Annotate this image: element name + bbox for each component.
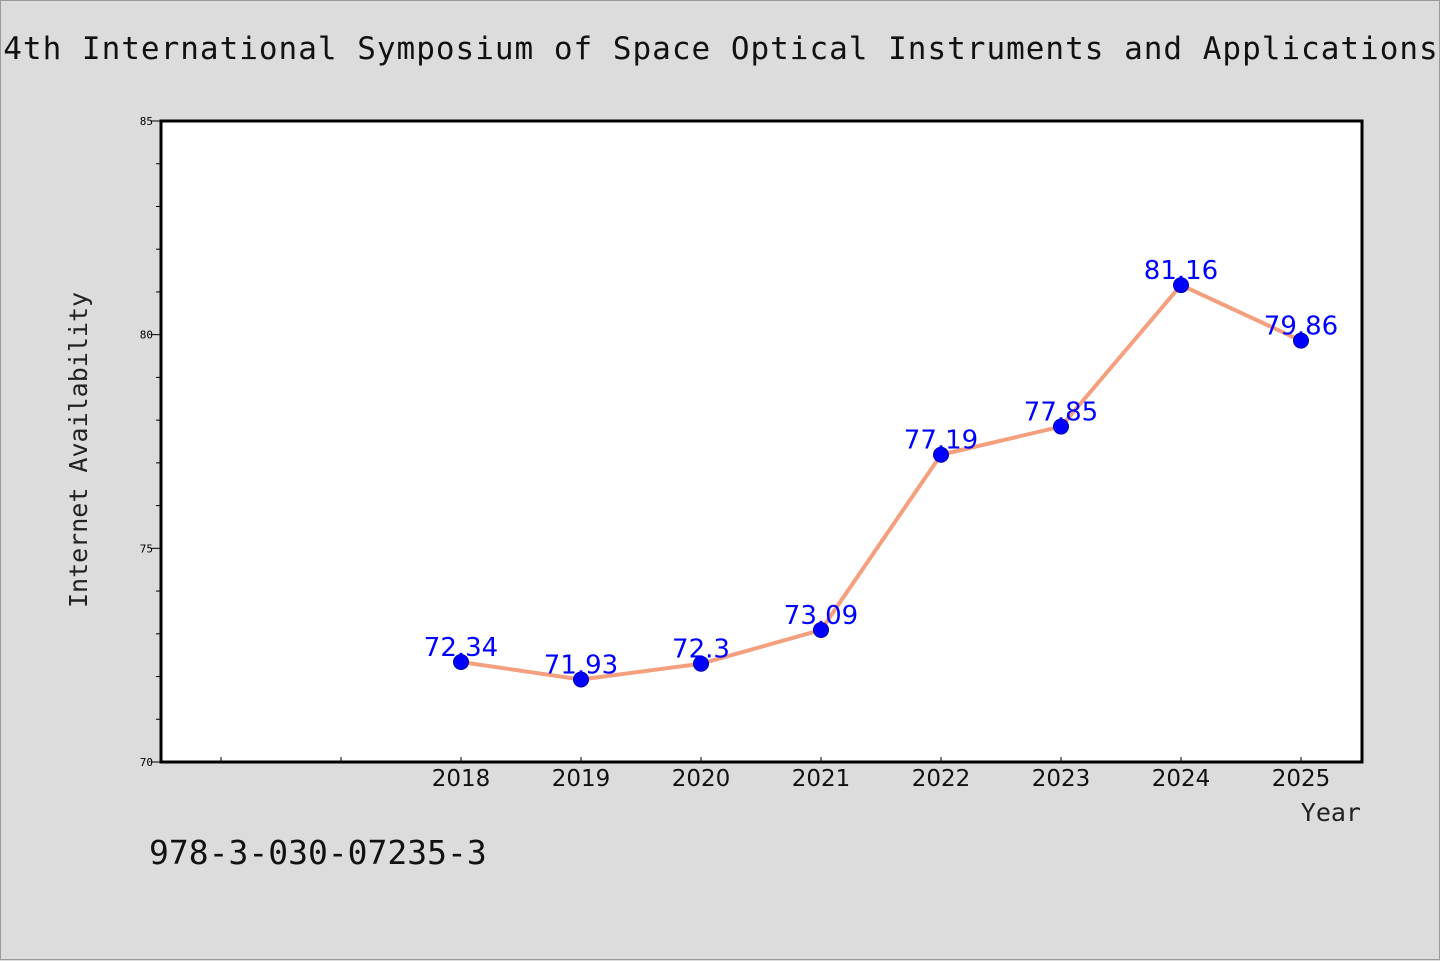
y-tick-label: 75: [140, 542, 153, 555]
series-line: [460, 283, 1302, 682]
data-point: [453, 654, 469, 671]
x-axis-label: Year: [1301, 798, 1361, 827]
y-axis-ticks: 70 75 80 85: [140, 115, 161, 769]
x-tick-label: 2024: [1152, 766, 1211, 792]
data-point: [1173, 277, 1189, 294]
y-tick-label: 85: [140, 115, 153, 128]
x-tick-label: 2018: [432, 766, 491, 792]
data-point: [1053, 418, 1069, 435]
x-tick-label: 2019: [552, 766, 611, 792]
y-tick-label: 70: [140, 756, 153, 769]
data-label: 72.3: [672, 635, 730, 665]
data-label: 73.09: [784, 601, 858, 631]
data-label: 79.86: [1264, 312, 1338, 342]
isbn-text: 978-3-030-07235-3: [149, 833, 487, 872]
data-label: 77.19: [904, 426, 978, 456]
data-point: [693, 655, 709, 672]
data-point: [933, 446, 949, 463]
data-label: 71.93: [544, 651, 618, 681]
data-label: 81.16: [1144, 256, 1218, 286]
x-tick-label: 2020: [672, 766, 731, 792]
x-axis-ticks: 2018 2019 2020 2021 2022 2023 2024 2025: [220, 757, 1331, 792]
data-label: 77.85: [1024, 398, 1098, 428]
data-point: [813, 621, 829, 638]
data-label: 72.34: [424, 633, 498, 663]
x-tick-label: 2022: [912, 766, 971, 792]
data-point: [1293, 332, 1309, 349]
y-axis-label: Internet Availability: [64, 292, 93, 608]
x-tick-label: 2025: [1272, 766, 1331, 792]
chart-title: 4th International Symposium of Space Opt…: [3, 31, 1439, 67]
y-tick-label: 80: [140, 329, 153, 342]
series-group: 72.34 71.93 72.3 73.09 77.19 77.85 81.16 79.86: [424, 256, 1338, 688]
plot-area: [159, 119, 1364, 764]
x-tick-label: 2021: [792, 766, 851, 792]
data-point: [573, 671, 589, 688]
x-tick-label: 2023: [1032, 766, 1091, 792]
